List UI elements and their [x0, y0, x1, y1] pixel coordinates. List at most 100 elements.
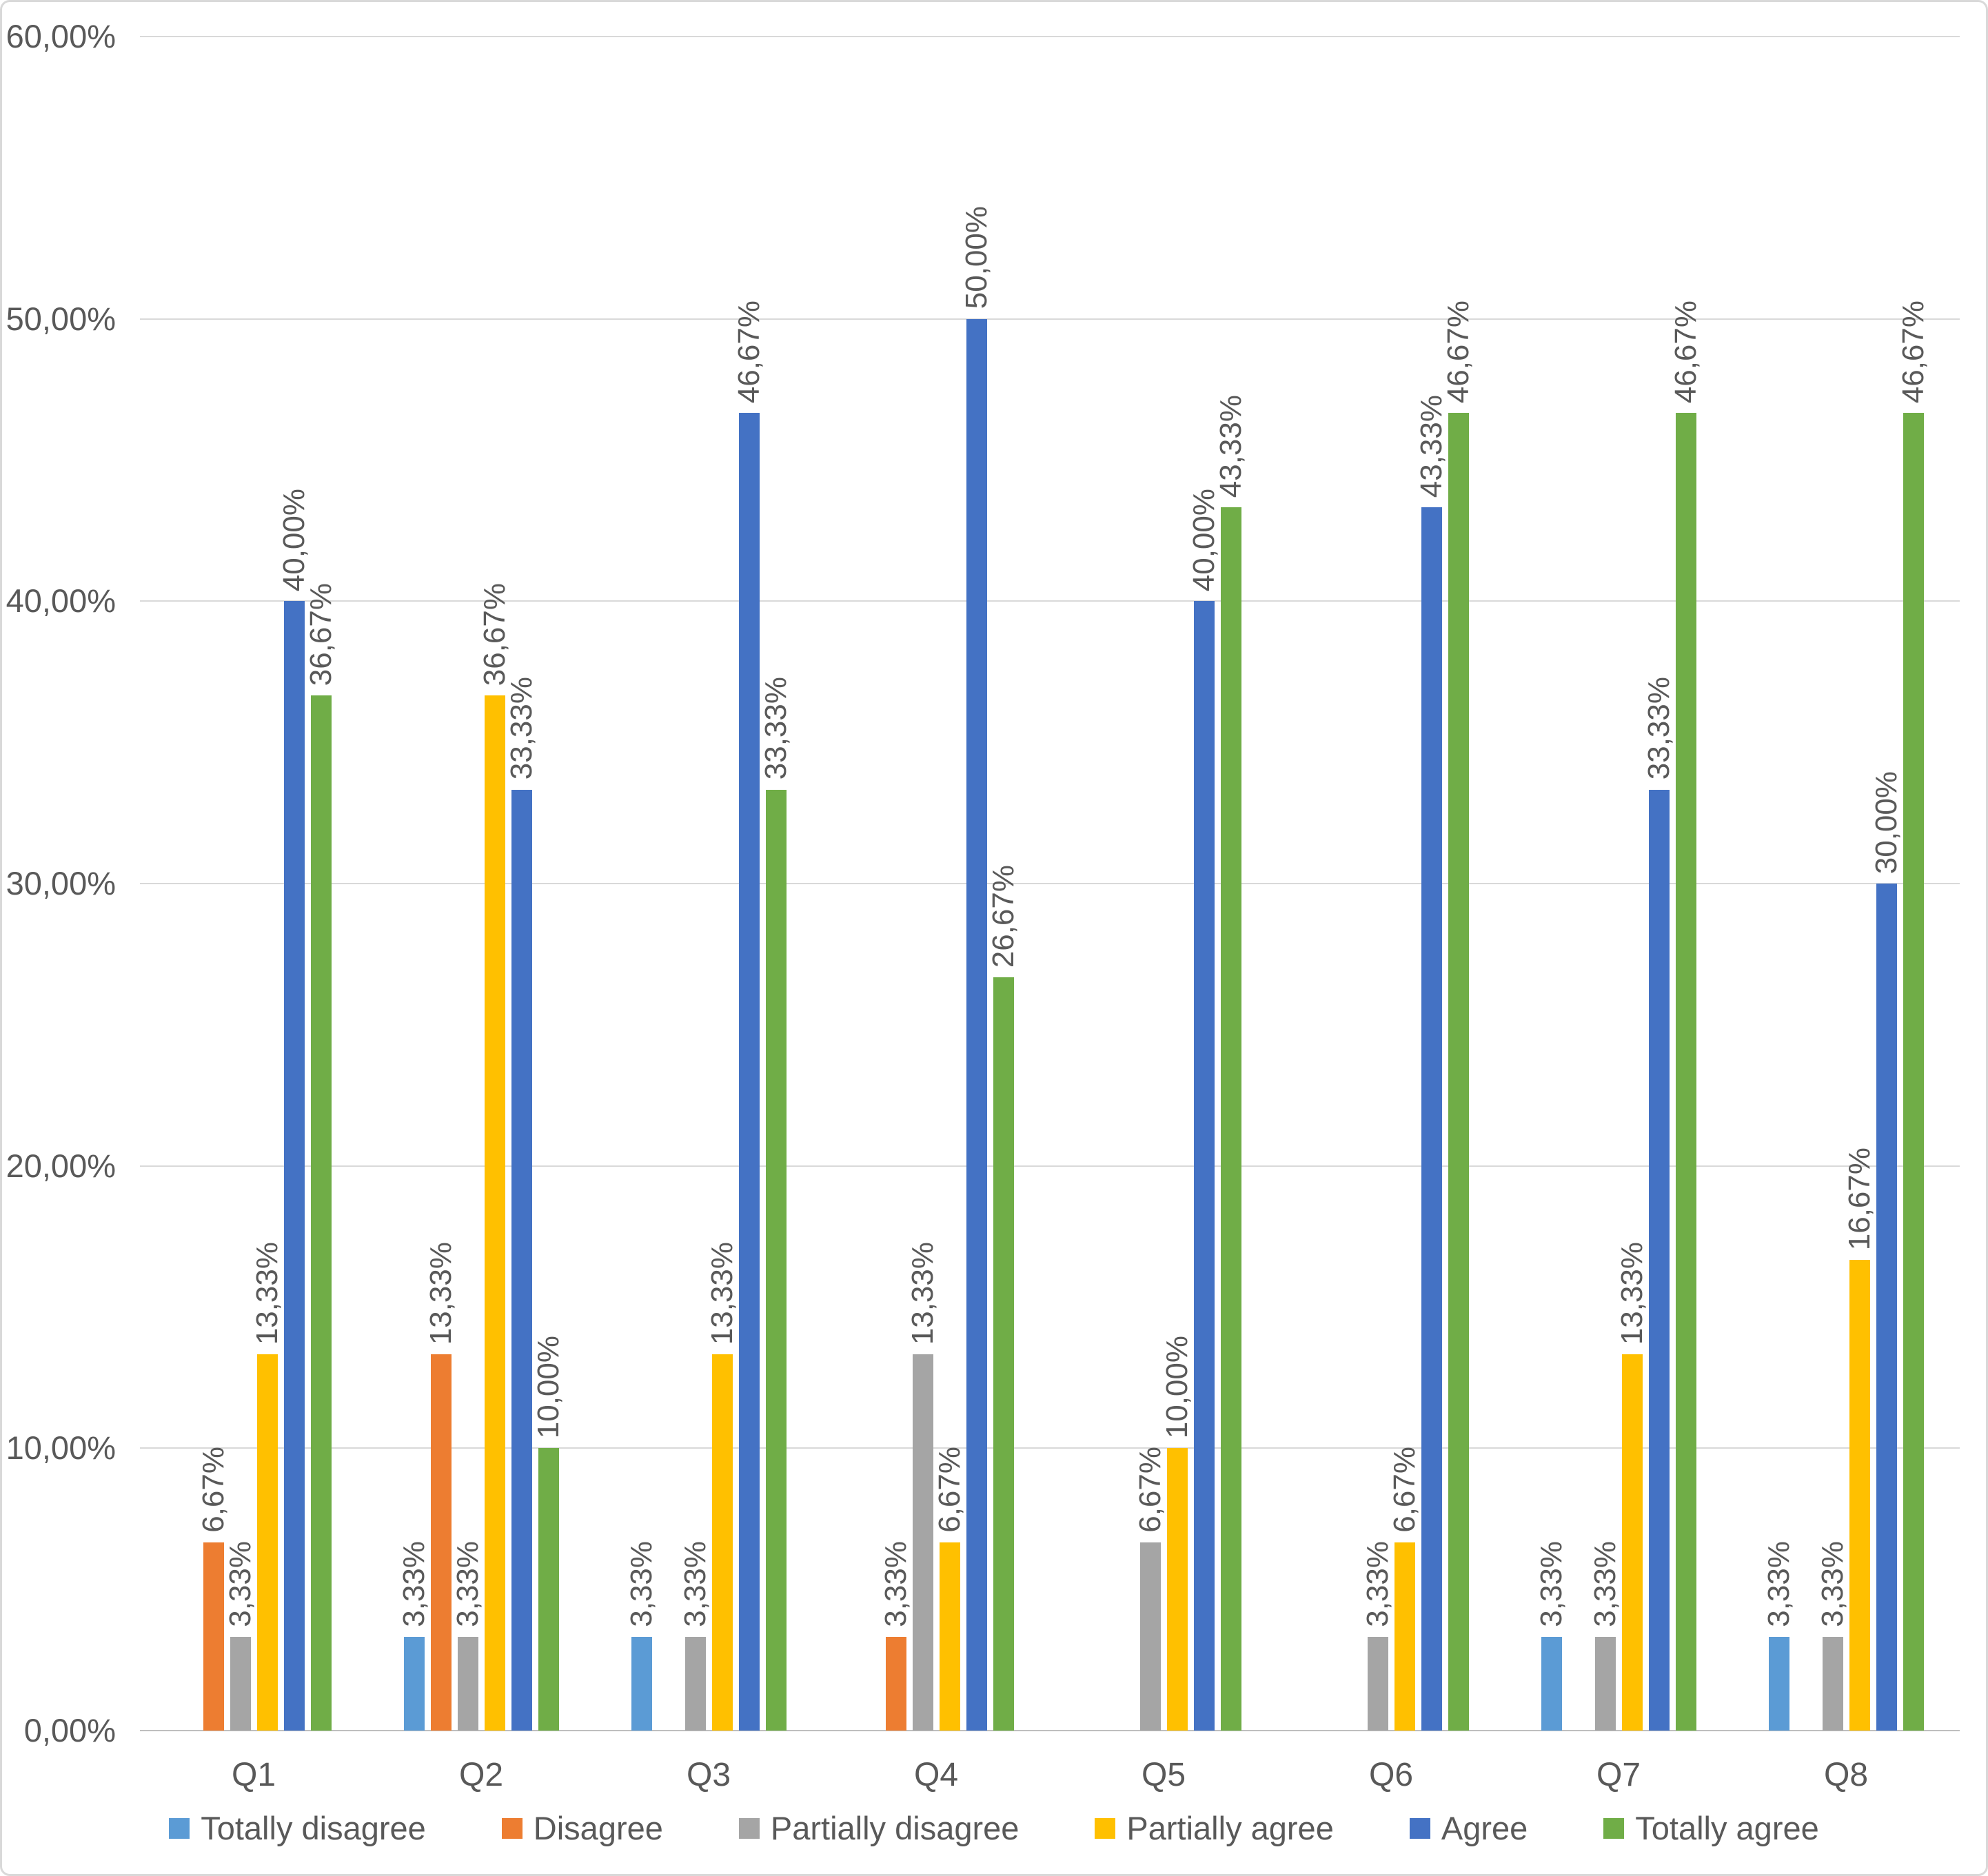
x-axis-category-label: Q6 — [1368, 1757, 1414, 1793]
bar-slot: 3,33% — [624, 37, 658, 1731]
bar-value-label: 40,00% — [1186, 489, 1221, 592]
bar — [1166, 1448, 1188, 1731]
bar-slot: 6,67% — [196, 37, 230, 1731]
legend-label: Partially disagree — [770, 1810, 1020, 1846]
bar-slot: 3,33% — [678, 37, 711, 1731]
bar-slot: 3,33% — [1534, 37, 1568, 1731]
bar — [1394, 1542, 1415, 1731]
bar-slot: 10,00% — [531, 37, 565, 1731]
bar-slot: 6,67% — [1133, 37, 1166, 1731]
x-axis-line — [140, 1730, 1960, 1731]
bar-value-label: 13,33% — [905, 1241, 940, 1345]
bar-value-label: 3,33% — [1360, 1540, 1394, 1627]
bar-slot — [1113, 37, 1134, 1731]
legend-label: Agree — [1441, 1810, 1528, 1846]
category-cluster: 3,33% 13,33% 6,67% 50,00% 26,67% — [822, 37, 1050, 1731]
bar-slot: 3,33% — [1360, 37, 1394, 1731]
bar-slot — [1796, 37, 1816, 1731]
bar-value-label: 6,67% — [1387, 1447, 1421, 1533]
category-cluster: 3,33% 3,33% 13,33% 33,33% 46,67% — [1505, 37, 1732, 1731]
bar — [1367, 1636, 1388, 1731]
bar — [430, 1354, 452, 1731]
bar-value-label: 10,00% — [1159, 1336, 1194, 1439]
legend-item: Totally disagree — [169, 1809, 426, 1847]
bar-value-label: 3,33% — [1761, 1540, 1796, 1627]
bar-slot: 33,33% — [504, 37, 538, 1731]
bar-slot: 40,00% — [276, 37, 310, 1731]
bar — [1541, 1636, 1562, 1731]
legend-swatch — [169, 1817, 190, 1839]
bar-value-label: 46,67% — [1896, 300, 1930, 404]
bar — [1621, 1354, 1643, 1731]
gridline — [140, 883, 1960, 884]
bar — [1648, 789, 1670, 1731]
legend-swatch — [1603, 1817, 1625, 1839]
bar-slot — [1341, 37, 1361, 1731]
bar-value-label: 46,67% — [731, 300, 766, 404]
bar-slot: 33,33% — [758, 37, 792, 1731]
bar-slot: 50,00% — [959, 37, 993, 1731]
y-axis-tick-label: 50,00% — [6, 300, 116, 337]
bar-value-label: 3,33% — [678, 1540, 712, 1627]
bar — [538, 1448, 559, 1731]
bar — [403, 1636, 425, 1731]
bar-value-label: 33,33% — [504, 677, 538, 780]
bar — [631, 1636, 652, 1731]
bar-slot: 13,33% — [423, 37, 457, 1731]
bar — [738, 413, 760, 1731]
bar — [203, 1542, 224, 1731]
bar-value-label: 3,33% — [1815, 1540, 1849, 1627]
bar-slot — [1086, 37, 1107, 1731]
bar-slot: 46,67% — [1896, 37, 1929, 1731]
x-axis-category-label: Q1 — [231, 1757, 276, 1793]
bar-value-label: 30,00% — [1869, 771, 1903, 874]
x-axis-category-label: Q4 — [913, 1757, 959, 1793]
bar-slot: 6,67% — [932, 37, 966, 1731]
bar-slot: 30,00% — [1869, 37, 1903, 1731]
bar-slot: 40,00% — [1186, 37, 1220, 1731]
plot-area: 6,67% 3,33% 13,33% 40,00% 36,67% 3,33% 13,33% 3… — [140, 36, 1960, 1731]
legend-swatch — [1095, 1817, 1116, 1839]
bar-value-label: 3,33% — [396, 1540, 431, 1627]
bar — [1193, 601, 1215, 1731]
bar-value-label: 50,00% — [959, 206, 993, 309]
bar-value-label: 13,33% — [1614, 1241, 1649, 1345]
bar-slot: 13,33% — [1614, 37, 1648, 1731]
legend-swatch — [1409, 1817, 1430, 1839]
category-cluster: 3,33% 3,33% 16,67% 30,00% 46,67% — [1732, 37, 1960, 1731]
legend-label: Disagree — [533, 1810, 663, 1846]
x-axis-category-label: Q7 — [1596, 1757, 1641, 1793]
bar — [1822, 1636, 1843, 1731]
legend-swatch — [501, 1817, 523, 1839]
bar-slot — [1314, 37, 1335, 1731]
bar-slot: 46,67% — [731, 37, 765, 1731]
bar-slot — [176, 37, 197, 1731]
y-axis-tick-label: 30,00% — [6, 865, 116, 901]
bar-value-label: 36,67% — [477, 582, 511, 686]
bar-value-label: 40,00% — [276, 489, 311, 592]
category-cluster: 3,33% 3,33% 13,33% 46,67% 33,33% — [595, 37, 822, 1731]
bar-value-label: 3,33% — [1534, 1540, 1568, 1627]
bar-value-label: 16,67% — [1842, 1147, 1876, 1251]
bar-value-label: 13,33% — [704, 1241, 739, 1345]
legend-label: Partially agree — [1126, 1810, 1334, 1846]
bar-value-label: 46,67% — [1668, 300, 1703, 404]
legend-item: Totally agree — [1603, 1809, 1819, 1847]
bar-slot: 13,33% — [704, 37, 738, 1731]
bar-value-label: 10,00% — [531, 1336, 565, 1439]
bar — [1448, 413, 1469, 1731]
x-axis-category-label: Q8 — [1823, 1757, 1869, 1793]
bar-slot: 3,33% — [396, 37, 430, 1731]
bar-value-label: 46,67% — [1441, 300, 1475, 404]
bar — [484, 695, 505, 1731]
bar-value-label: 6,67% — [196, 1447, 230, 1533]
gridline — [140, 36, 1960, 37]
category-cluster: 6,67% 3,33% 13,33% 40,00% 36,67% — [140, 37, 367, 1731]
gridline — [140, 1447, 1960, 1449]
bar-value-label: 3,33% — [450, 1540, 485, 1627]
bar-value-label: 3,33% — [1588, 1540, 1622, 1627]
gridline — [140, 1165, 1960, 1167]
bar-slot: 16,67% — [1842, 37, 1876, 1731]
bar-slot: 3,33% — [878, 37, 912, 1731]
